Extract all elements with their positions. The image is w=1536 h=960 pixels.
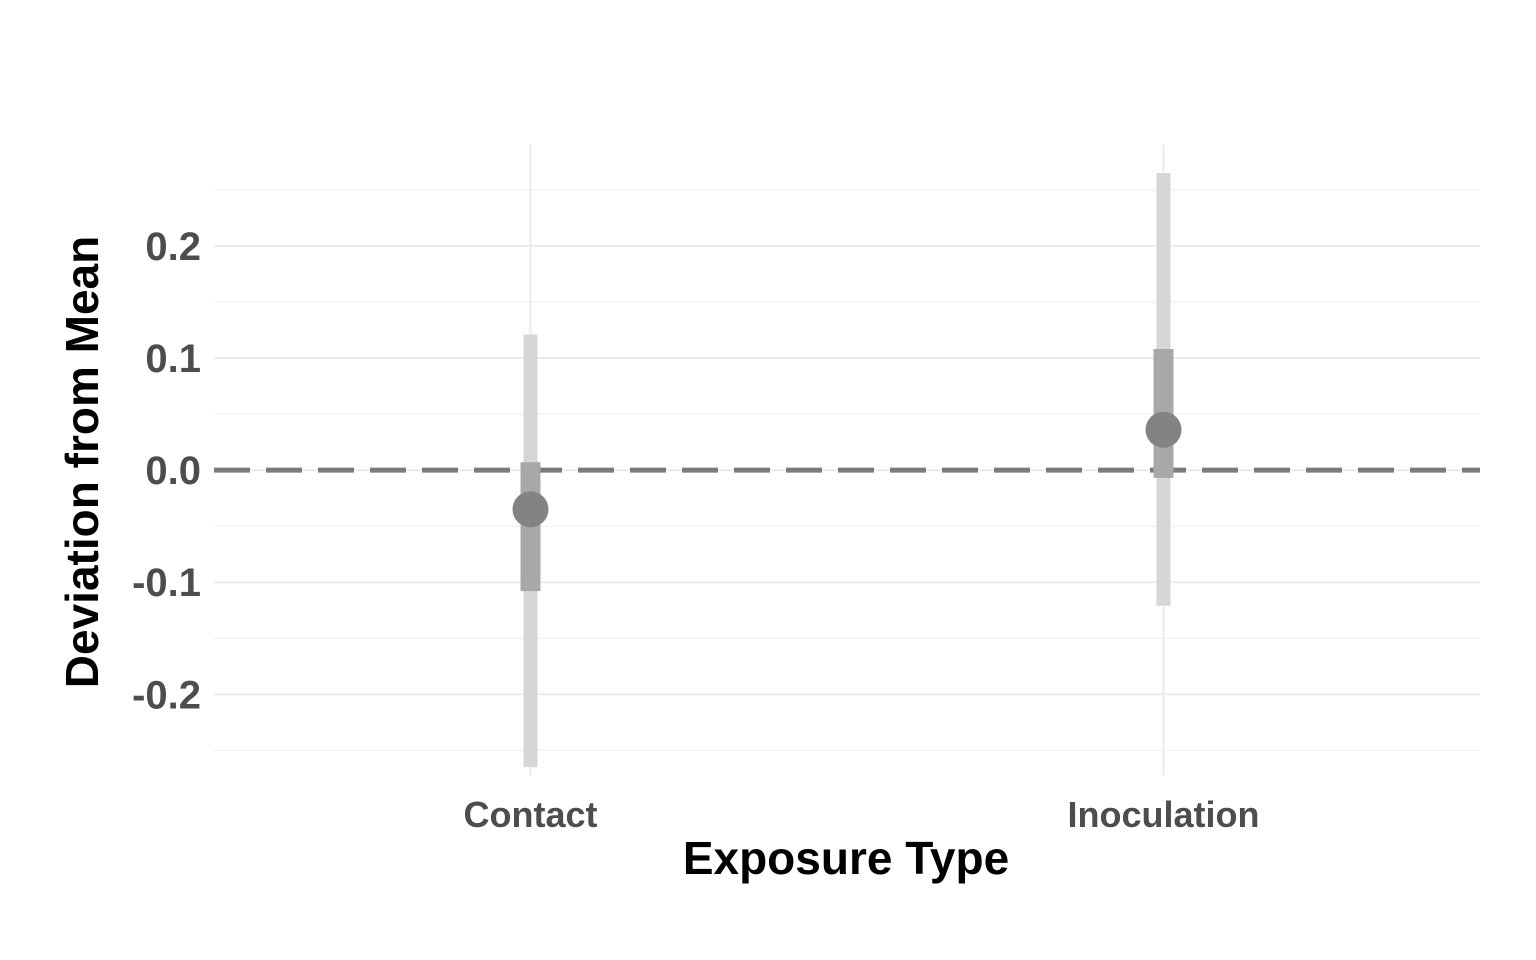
y-tick-label: -0.1 bbox=[132, 561, 201, 605]
y-tick-labels: -0.2 -0.1 0.0 0.1 0.2 bbox=[132, 225, 201, 717]
point-contact bbox=[512, 491, 549, 528]
y-tick-label: 0.1 bbox=[145, 337, 201, 381]
x-tick-labels: Contact Inoculation bbox=[464, 794, 1260, 835]
y-tick-label: 0.0 bbox=[145, 449, 201, 493]
x-tick-label: Inoculation bbox=[1068, 794, 1260, 835]
point-inoculation bbox=[1145, 411, 1182, 448]
grid bbox=[214, 145, 1480, 775]
x-axis-title: Exposure Type bbox=[683, 832, 1009, 884]
y-axis-title: Deviation from Mean bbox=[56, 236, 108, 688]
x-tick-label: Contact bbox=[464, 794, 598, 835]
marks bbox=[512, 173, 1182, 768]
y-tick-label: 0.2 bbox=[145, 225, 201, 269]
y-tick-label: -0.2 bbox=[132, 673, 201, 717]
